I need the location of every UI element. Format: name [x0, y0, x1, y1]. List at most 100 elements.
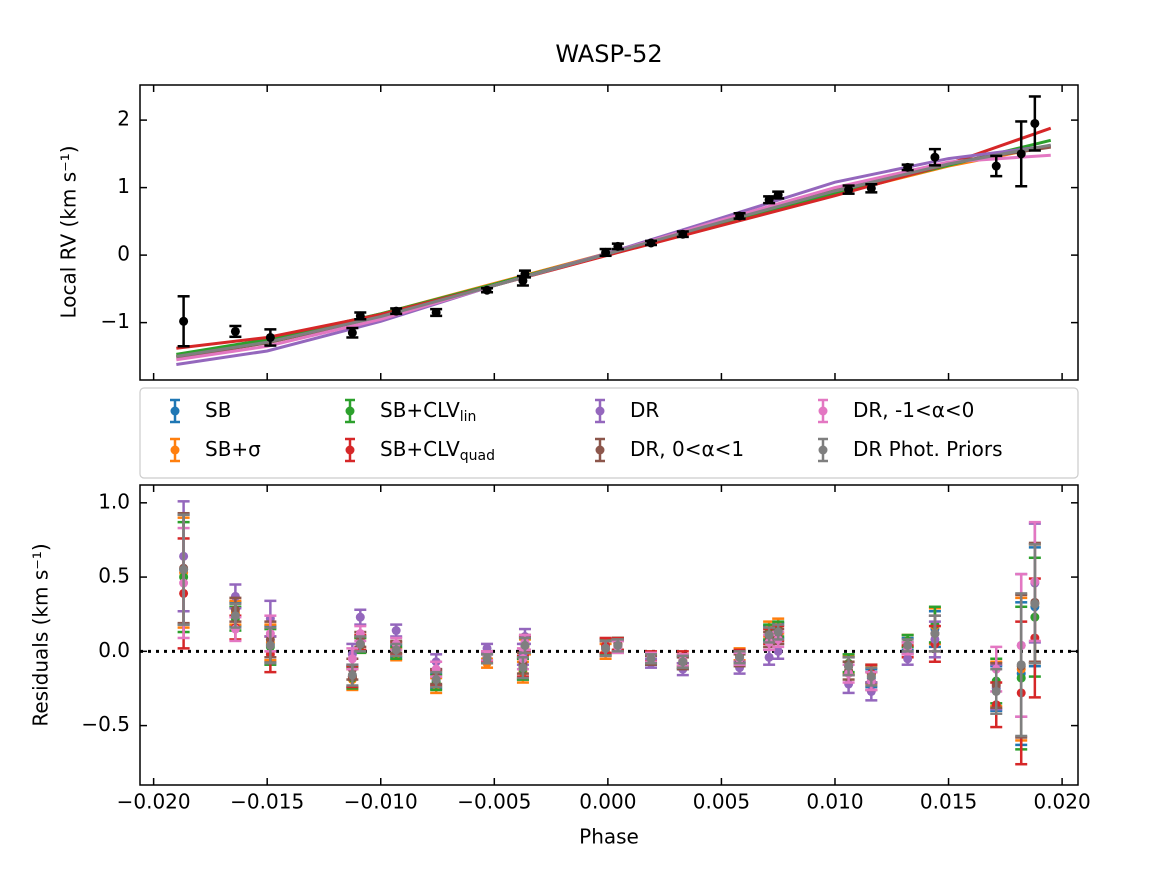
data-point [177, 295, 190, 348]
point [903, 654, 913, 664]
residual-point [518, 636, 531, 655]
x-tick-label: −0.010 [344, 790, 418, 814]
point [347, 654, 357, 664]
data-point [599, 247, 612, 258]
plot-frame [139, 84, 1079, 381]
point [391, 306, 401, 316]
point [930, 629, 940, 639]
point [991, 161, 1001, 171]
data-point [990, 154, 1003, 178]
point [844, 661, 854, 671]
data-point [518, 269, 531, 279]
point [265, 332, 275, 342]
point [179, 565, 189, 575]
legend-box [139, 387, 1079, 479]
residual-point [842, 656, 855, 677]
point [391, 626, 401, 636]
residual-point [772, 623, 785, 641]
point [355, 639, 365, 649]
legend-marker [170, 398, 180, 424]
legend-point [818, 445, 828, 455]
residual-point [645, 653, 658, 665]
data-point [481, 285, 494, 295]
residual-point [928, 614, 941, 653]
x-tick-label: −0.005 [457, 790, 531, 814]
legend-point [595, 406, 605, 416]
x-axis-label: Phase [579, 825, 639, 849]
data-point [901, 162, 914, 172]
point [646, 654, 656, 664]
residual-point [1015, 592, 1028, 738]
x-tick-label: 0.005 [693, 790, 750, 814]
data-point [928, 147, 941, 167]
data-point [1015, 120, 1028, 188]
point [265, 640, 275, 650]
point [991, 686, 1001, 696]
y-tick-label: 0 [117, 242, 130, 266]
point [764, 652, 774, 662]
residual-point [390, 642, 403, 658]
x-tick-label: −0.015 [230, 790, 304, 814]
plot-frame [139, 484, 1079, 786]
point [773, 190, 783, 200]
point [613, 241, 623, 251]
point [678, 657, 688, 667]
point [903, 162, 913, 172]
point [866, 183, 876, 193]
legend-name: SB+σ [205, 437, 261, 461]
point [1016, 660, 1026, 670]
residual-point [354, 635, 367, 653]
legend-marker [345, 437, 355, 463]
data-point [733, 211, 746, 221]
point [1030, 599, 1040, 609]
legend-name: DR Phot. Priors [853, 437, 1003, 461]
legend-name: DR [630, 398, 659, 422]
point [347, 328, 357, 338]
data-point [430, 307, 443, 318]
y-tick-label: 0.0 [98, 638, 130, 662]
data-point [763, 195, 776, 205]
y-tick-label: 1.0 [98, 489, 130, 513]
data-point [611, 241, 624, 251]
legend-marker [595, 398, 605, 424]
legend-marker [170, 437, 180, 463]
point [347, 670, 357, 680]
point [355, 311, 365, 321]
residual-point [611, 638, 624, 653]
residual-point [264, 626, 277, 665]
chart-title: WASP-52 [555, 40, 662, 68]
point [930, 152, 940, 162]
point [230, 326, 240, 336]
point [1030, 118, 1040, 128]
point [601, 247, 611, 257]
x-tick-label: 0.020 [1033, 790, 1090, 814]
data-point [772, 190, 785, 200]
x-tick-label: −0.020 [117, 790, 191, 814]
residual-point [354, 608, 367, 626]
point [678, 229, 688, 239]
legend-label: SB+CLVquad [380, 437, 495, 465]
x-tick-label: 0.000 [579, 790, 636, 814]
residual-point [1028, 543, 1041, 665]
legend-point [170, 445, 180, 455]
legend-name: SB [205, 398, 231, 422]
point [773, 627, 783, 637]
legend-point [345, 406, 355, 416]
residual-point [177, 513, 190, 626]
point [773, 646, 783, 656]
residual-point [481, 653, 494, 665]
point [355, 612, 365, 622]
residual-point [990, 667, 1003, 715]
point [764, 630, 774, 640]
point [866, 672, 876, 682]
legend-subscript: lin [460, 409, 477, 425]
x-tick-label: 0.015 [920, 790, 977, 814]
legend-point [345, 445, 355, 455]
data-point [229, 324, 242, 339]
legend-name: DR, -1<α<0 [853, 398, 974, 422]
residual-point [865, 666, 878, 687]
legend-point [170, 406, 180, 416]
point [518, 663, 528, 673]
residual-point [516, 656, 529, 680]
point [520, 640, 530, 650]
